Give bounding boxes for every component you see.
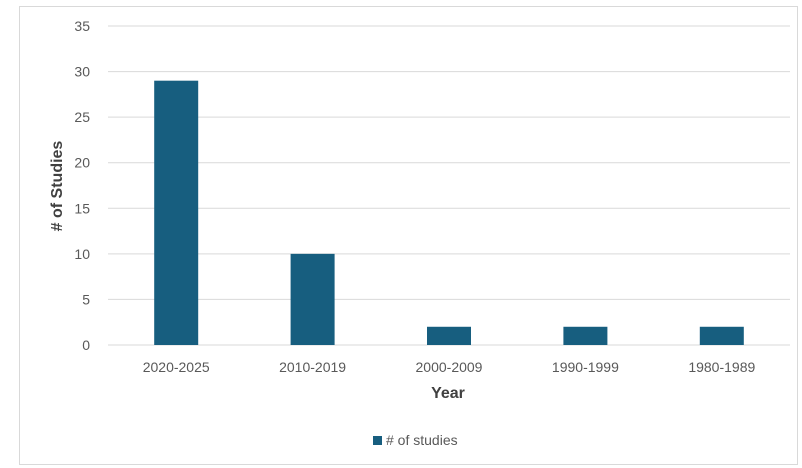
gridlines bbox=[108, 25, 790, 346]
legend: # of studies bbox=[373, 432, 458, 448]
x-tick-label: 2020-2025 bbox=[143, 359, 210, 375]
bar bbox=[154, 80, 199, 345]
y-tick-label: 0 bbox=[82, 337, 90, 353]
y-tick-label: 35 bbox=[74, 18, 90, 34]
legend-swatch bbox=[373, 436, 382, 445]
bars bbox=[154, 80, 744, 345]
x-axis-ticks: 2020-2025 2010-2019 2000-2009 1990-1999 1980… bbox=[143, 359, 756, 375]
y-axis-ticks: 0 5 10 15 20 25 30 35 bbox=[74, 18, 90, 353]
y-tick-label: 5 bbox=[82, 291, 90, 307]
legend-label: # of studies bbox=[386, 432, 458, 448]
x-tick-label: 1990-1999 bbox=[552, 359, 619, 375]
x-tick-label: 2000-2009 bbox=[416, 359, 483, 375]
y-tick-label: 20 bbox=[74, 155, 90, 171]
bar bbox=[699, 326, 744, 345]
y-tick-label: 10 bbox=[74, 246, 90, 262]
bar bbox=[290, 253, 335, 345]
y-axis-title: # of Studies bbox=[49, 141, 66, 232]
x-tick-label: 2010-2019 bbox=[279, 359, 346, 375]
x-tick-label: 1980-1989 bbox=[688, 359, 755, 375]
x-axis-title: Year bbox=[431, 385, 465, 402]
bar bbox=[563, 326, 608, 345]
y-tick-label: 25 bbox=[74, 109, 90, 125]
y-tick-label: 15 bbox=[74, 200, 90, 216]
chart-frame bbox=[19, 6, 798, 465]
bar bbox=[427, 326, 471, 345]
y-tick-label: 30 bbox=[74, 64, 90, 80]
